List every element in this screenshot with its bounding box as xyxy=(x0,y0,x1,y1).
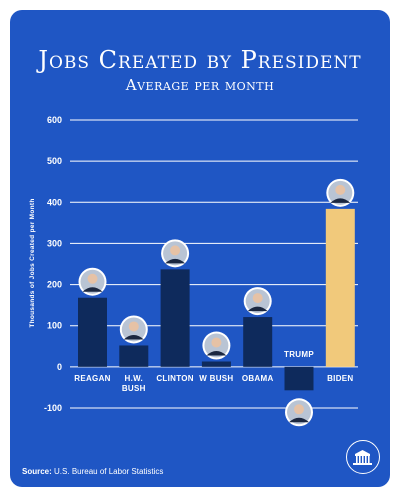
bar-h-w-bush xyxy=(119,345,149,367)
president-portrait-icon xyxy=(78,267,107,296)
president-portrait-icon xyxy=(119,315,148,344)
category-labels: REAGAN H.W.BUSH CLINTON W BUSH OBAMA TRUMP BID… xyxy=(74,350,353,393)
president-portrait-icon xyxy=(202,331,231,360)
y-tick-label: 600 xyxy=(47,115,62,125)
chart-card: Jobs Created by President Average per mo… xyxy=(10,10,390,487)
category-label: TRUMP xyxy=(284,350,314,359)
president-portrait-icon xyxy=(326,178,355,207)
white-house-seal-icon xyxy=(346,440,380,474)
y-tick-label: 300 xyxy=(47,238,62,248)
source-text: U.S. Bureau of Labor Statistics xyxy=(54,467,164,476)
bar-chart: -100 0 100 200 300 400 500 600 REAGAN H.W.BUSH CL… xyxy=(29,115,358,427)
category-label: BIDEN xyxy=(327,374,353,383)
y-tick-label: 100 xyxy=(47,321,62,331)
y-tick-label: 200 xyxy=(47,280,62,290)
y-tick-label: 500 xyxy=(47,156,62,166)
chart-title: Jobs Created by President xyxy=(38,46,362,74)
source-note: Source: U.S. Bureau of Labor Statistics xyxy=(22,467,163,476)
y-axis-label: Thousands of Jobs Created per Month xyxy=(29,198,36,327)
chart-subtitle: Average per month xyxy=(125,76,275,94)
bar-trump xyxy=(284,366,314,391)
category-label: CLINTON xyxy=(156,374,194,383)
bar-w-bush xyxy=(201,361,231,367)
president-portrait-icon xyxy=(161,239,190,268)
bar-obama xyxy=(243,317,273,367)
category-label: OBAMA xyxy=(242,374,274,383)
category-label: BUSH xyxy=(122,384,146,393)
y-tick-label: 0 xyxy=(57,362,62,372)
y-tick-label: 400 xyxy=(47,197,62,207)
president-portrait-icon xyxy=(285,398,313,427)
source-label: Source: xyxy=(22,467,52,476)
bar-clinton xyxy=(160,269,190,367)
category-label: W BUSH xyxy=(199,374,233,383)
category-label: REAGAN xyxy=(74,374,110,383)
bars xyxy=(78,208,355,391)
y-tick-label: -100 xyxy=(44,403,62,413)
y-axis-ticks: -100 0 100 200 300 400 500 600 xyxy=(44,115,62,413)
category-label: H.W. xyxy=(125,374,144,383)
bar-reagan xyxy=(78,297,107,367)
president-portrait-icon xyxy=(243,287,272,316)
president-portraits xyxy=(78,178,355,427)
bar-biden xyxy=(325,208,355,367)
